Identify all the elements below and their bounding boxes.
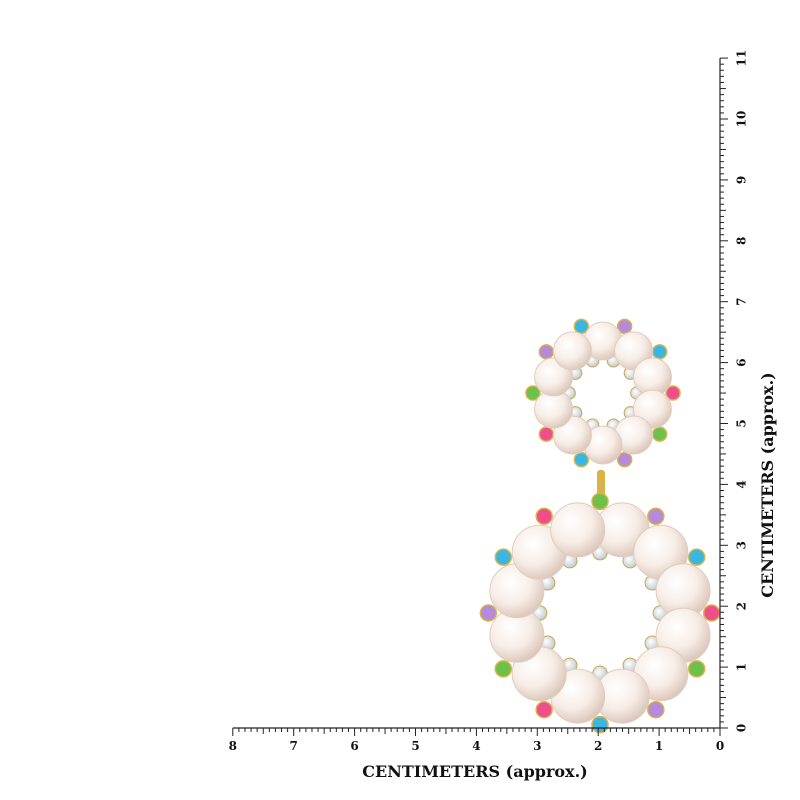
y-axis-label: CENTIMETERS (approx.) — [758, 372, 777, 597]
gem — [651, 344, 668, 360]
x-tick-label: 7 — [290, 739, 298, 753]
x-tick-label: 3 — [533, 739, 541, 753]
gem — [647, 507, 665, 526]
gem — [616, 318, 633, 335]
gem — [665, 385, 681, 401]
y-tick-label: 11 — [735, 50, 749, 67]
gem — [647, 700, 665, 719]
gem — [702, 604, 721, 622]
y-tick-label: 1 — [735, 663, 749, 671]
gem — [494, 660, 513, 678]
gem — [538, 426, 555, 442]
gem — [651, 426, 668, 442]
gem — [535, 700, 553, 719]
x-tick-label: 4 — [472, 739, 480, 753]
y-tick-label: 7 — [735, 298, 749, 306]
gem — [535, 507, 553, 526]
gem — [687, 660, 706, 678]
gem — [573, 451, 590, 468]
y-tick-label: 4 — [735, 480, 749, 488]
y-tick-label: 6 — [735, 358, 749, 366]
gem — [591, 492, 609, 511]
gem — [591, 715, 609, 734]
gem — [687, 548, 706, 566]
y-tick-label: 8 — [735, 237, 749, 245]
pearl — [552, 331, 592, 371]
x-tick-label: 2 — [594, 739, 602, 753]
x-tick-label: 5 — [411, 739, 419, 753]
pearl — [550, 502, 606, 558]
x-tick-label: 1 — [655, 739, 663, 753]
y-tick-label: 9 — [735, 176, 749, 184]
gem — [525, 385, 541, 401]
gem — [573, 318, 590, 335]
y-tick-label: 10 — [735, 111, 749, 128]
gem — [494, 548, 513, 566]
x-tick-label: 0 — [716, 739, 724, 753]
y-tick-label: 0 — [735, 724, 749, 732]
earring — [479, 318, 721, 734]
y-tick-label: 3 — [735, 541, 749, 549]
y-tick-label: 5 — [735, 419, 749, 427]
x-tick-label: 8 — [229, 739, 237, 753]
gem — [616, 451, 633, 468]
x-axis-label: CENTIMETERS (approx.) — [362, 762, 587, 781]
gem — [538, 344, 555, 360]
gem — [479, 604, 498, 622]
y-tick-label: 2 — [735, 602, 749, 610]
x-tick-label: 6 — [350, 739, 358, 753]
link — [597, 470, 605, 500]
